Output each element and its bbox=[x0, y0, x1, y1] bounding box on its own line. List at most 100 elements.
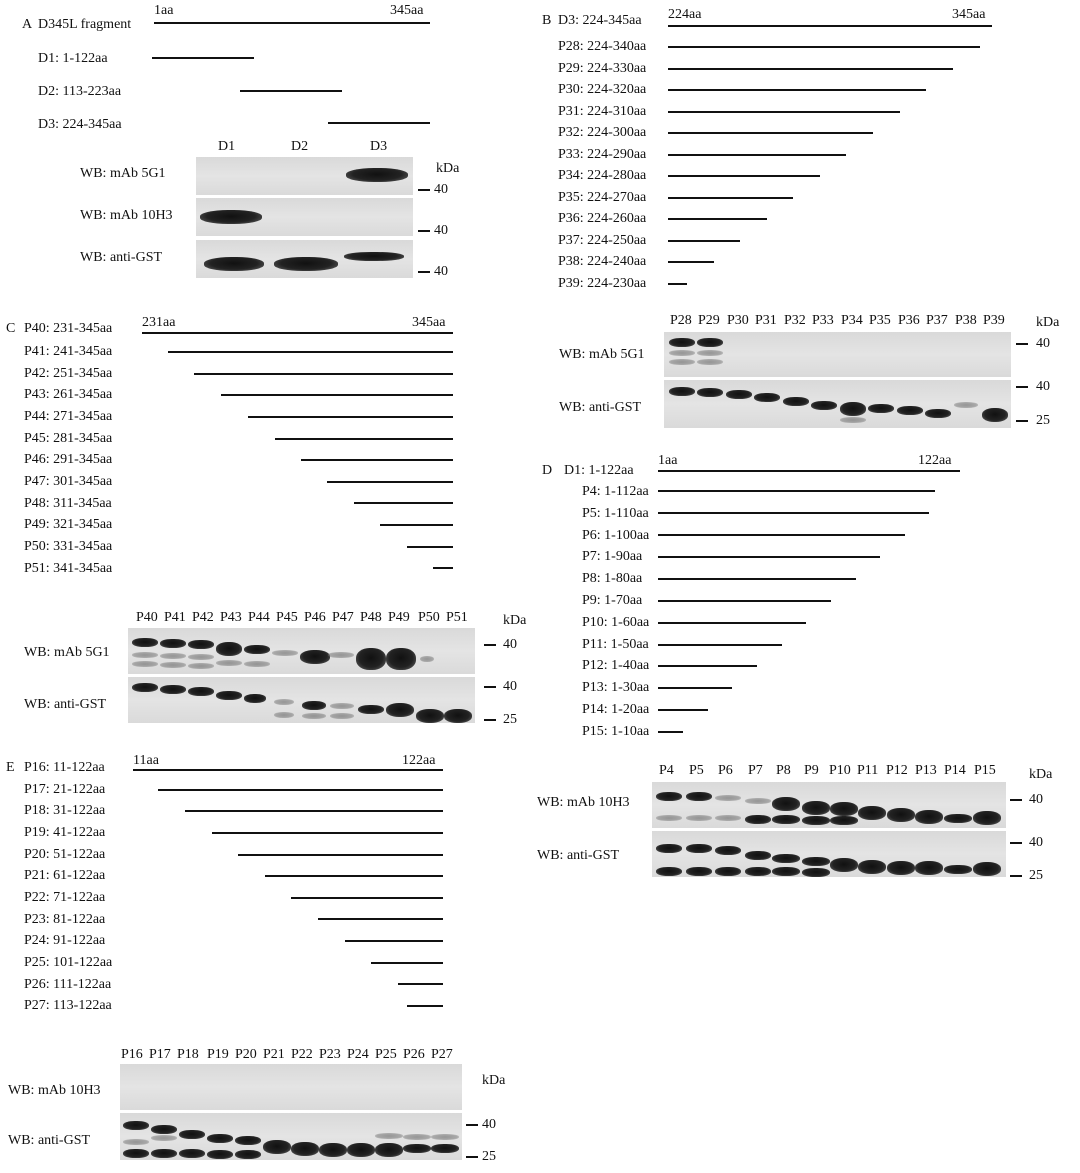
western-band bbox=[151, 1149, 177, 1158]
western-band bbox=[207, 1150, 233, 1159]
panel-a-fragment-label: D3: 224-345aa bbox=[38, 117, 122, 132]
western-band bbox=[244, 694, 266, 703]
panel-c-end-label: 345aa bbox=[412, 315, 446, 330]
panel-e-blot-gst bbox=[120, 1113, 462, 1160]
western-band bbox=[840, 417, 866, 423]
panel-d-fragment-label: P9: 1-70aa bbox=[582, 593, 643, 608]
western-band bbox=[686, 815, 712, 821]
panel-c-fragment-label: P42: 251-345aa bbox=[24, 366, 113, 381]
western-band bbox=[188, 654, 214, 660]
panel-b-blot-label: WB: anti-GST bbox=[559, 400, 642, 415]
panel-c-fragment-line bbox=[380, 524, 453, 526]
western-band bbox=[745, 851, 771, 860]
western-band bbox=[772, 867, 800, 876]
panel-e-lane-label: P27 bbox=[431, 1047, 453, 1062]
western-band bbox=[783, 397, 809, 406]
western-band bbox=[132, 683, 158, 692]
panel-e-fragment-line bbox=[291, 897, 443, 899]
panel-e-lane-label: P21 bbox=[263, 1047, 285, 1062]
western-band bbox=[403, 1144, 431, 1153]
panel-e-blot-label: WB: anti-GST bbox=[8, 1133, 91, 1148]
western-band bbox=[375, 1133, 403, 1139]
western-band bbox=[745, 798, 771, 804]
panel-d-lane-label: P15 bbox=[974, 763, 996, 778]
panel-e-kda-label: kDa bbox=[482, 1073, 506, 1088]
panel-e-lane-label: P17 bbox=[149, 1047, 171, 1062]
panel-b-fragment-line bbox=[668, 132, 873, 134]
panel-d-kda-label: kDa bbox=[1029, 767, 1053, 782]
western-band bbox=[179, 1130, 205, 1139]
panel-e-fragment-line bbox=[371, 962, 443, 964]
panel-d-header: D1: 1-122aa bbox=[564, 463, 634, 478]
panel-e-lane-label: P20 bbox=[235, 1047, 257, 1062]
western-band bbox=[887, 861, 915, 875]
western-band bbox=[830, 802, 858, 816]
panel-a-blot-label: WB: mAb 10H3 bbox=[80, 208, 173, 223]
panel-a-fragment-label: D2: 113-223aa bbox=[38, 84, 122, 99]
panel-e-lane-label: P18 bbox=[177, 1047, 199, 1062]
panel-e-start-label: 11aa bbox=[133, 753, 159, 768]
panel-c-fragment-label: P45: 281-345aa bbox=[24, 431, 113, 446]
panel-a-title: D345L fragment bbox=[38, 17, 132, 32]
western-band bbox=[656, 792, 682, 801]
western-band bbox=[840, 402, 866, 416]
panel-d-fragment-label: P10: 1-60aa bbox=[582, 615, 650, 630]
panel-a-blot-gst bbox=[196, 240, 413, 278]
western-band bbox=[669, 359, 695, 365]
western-band bbox=[656, 815, 682, 821]
panel-c-blot-gst bbox=[128, 677, 475, 723]
panel-c-fragment-line bbox=[194, 373, 453, 375]
panel-a-blot-5g1 bbox=[196, 157, 413, 195]
panel-c-marker-label: 40 bbox=[503, 637, 517, 652]
panel-e-fragment-line bbox=[318, 918, 443, 920]
panel-e-marker-label: 25 bbox=[482, 1149, 496, 1164]
marker-tick bbox=[418, 189, 430, 191]
panel-e-fragment-label: P25: 101-122aa bbox=[24, 955, 113, 970]
western-band bbox=[830, 858, 858, 872]
marker-tick bbox=[418, 230, 430, 232]
marker-tick bbox=[466, 1156, 478, 1158]
panel-e-fragment-label: P19: 41-122aa bbox=[24, 825, 106, 840]
panel-e-marker-label: 40 bbox=[482, 1117, 496, 1132]
western-band bbox=[656, 867, 682, 876]
panel-c-fragment-line bbox=[301, 459, 453, 461]
western-band bbox=[830, 816, 858, 825]
panel-c-full-length-line bbox=[142, 332, 453, 334]
panel-d-marker-label: 40 bbox=[1029, 835, 1043, 850]
panel-c-fragment-label: P50: 331-345aa bbox=[24, 539, 113, 554]
western-band bbox=[973, 811, 1001, 825]
panel-e-end-label: 122aa bbox=[402, 753, 436, 768]
panel-d-letter: D bbox=[542, 463, 553, 478]
western-band bbox=[772, 797, 800, 811]
panel-e-letter: E bbox=[6, 760, 15, 775]
panel-c-kda-label: kDa bbox=[503, 613, 527, 628]
western-band bbox=[715, 846, 741, 855]
panel-b-lane-label: P34 bbox=[841, 313, 863, 328]
panel-a-fragment-line bbox=[240, 90, 342, 92]
panel-e-lane-label: P16 bbox=[121, 1047, 143, 1062]
panel-b-fragment-label: P38: 224-240aa bbox=[558, 254, 647, 269]
panel-b-lane-label: P36 bbox=[898, 313, 920, 328]
western-band bbox=[686, 867, 712, 876]
panel-a-letter: A bbox=[22, 17, 33, 32]
panel-e-fragment-line bbox=[185, 810, 443, 812]
panel-b-fragment-label: P35: 224-270aa bbox=[558, 190, 647, 205]
panel-a-lane-label: D2 bbox=[291, 139, 309, 154]
panel-a-fragment-line bbox=[152, 57, 254, 59]
western-band bbox=[715, 867, 741, 876]
western-band bbox=[216, 660, 242, 666]
western-band bbox=[403, 1134, 431, 1140]
panel-a-marker-label: 40 bbox=[434, 223, 448, 238]
panel-d-fragment-line bbox=[658, 534, 905, 536]
western-band bbox=[347, 1143, 375, 1157]
panel-c-fragment-label: P47: 301-345aa bbox=[24, 474, 113, 489]
western-band bbox=[858, 860, 886, 874]
western-band bbox=[697, 338, 723, 347]
panel-d-fragment-line bbox=[658, 731, 683, 733]
panel-c-fragment-label: P49: 321-345aa bbox=[24, 517, 113, 532]
panel-e-fragment-line bbox=[158, 789, 443, 791]
panel-d-fragment-line bbox=[658, 622, 806, 624]
panel-d-lane-label: P10 bbox=[829, 763, 851, 778]
western-band bbox=[802, 816, 830, 825]
western-band bbox=[330, 703, 354, 709]
